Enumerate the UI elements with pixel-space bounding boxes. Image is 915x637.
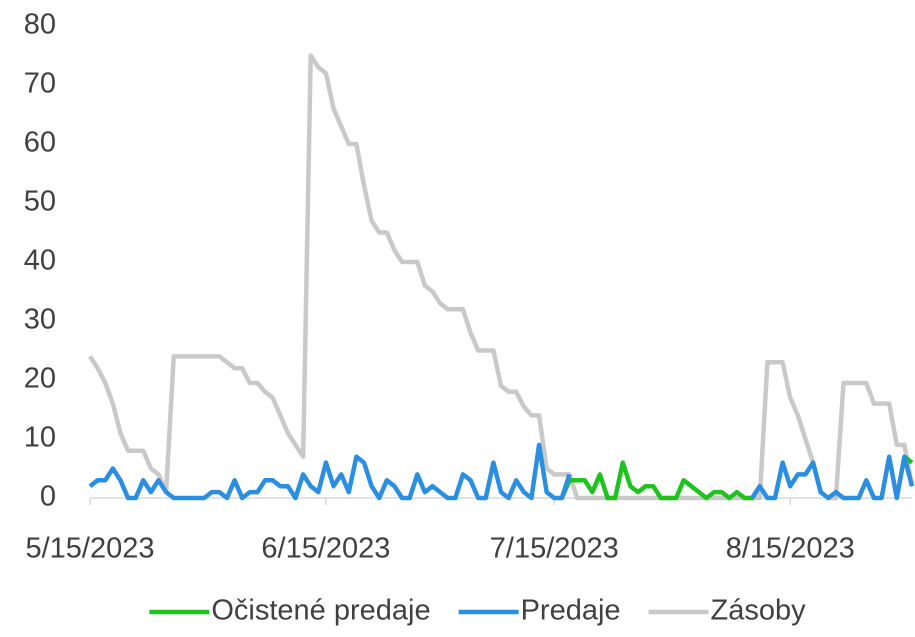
y-tick-label: 60 (24, 127, 56, 159)
y-tick-label: 0 (40, 481, 56, 513)
legend-label: Zásoby (711, 595, 807, 627)
legend-label: Očistené predaje (211, 595, 430, 627)
y-tick-label: 70 (24, 68, 56, 100)
series-line (88, 53, 915, 501)
x-tick-label: 8/15/2023 (726, 533, 855, 565)
y-tick-label: 20 (24, 363, 56, 395)
y-tick-label: 50 (24, 186, 56, 218)
x-tick-label: 6/15/2023 (261, 533, 390, 565)
y-tick-label: 40 (24, 245, 56, 277)
y-tick-label: 10 (24, 422, 56, 454)
x-tick-label: 7/15/2023 (490, 533, 619, 565)
y-tick-label: 30 (24, 304, 56, 336)
series-line (88, 442, 915, 501)
x-tick-label: 5/15/2023 (25, 533, 154, 565)
y-tick-label: 80 (24, 9, 56, 41)
legend-label: Predaje (521, 595, 621, 627)
